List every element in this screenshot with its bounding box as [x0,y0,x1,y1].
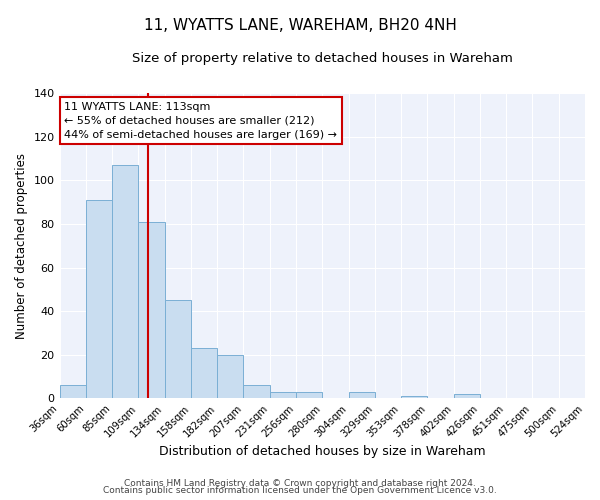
Bar [164,300,191,398]
X-axis label: Distribution of detached houses by size in Wareham: Distribution of detached houses by size … [159,444,485,458]
Bar [296,392,322,398]
Bar [401,396,427,398]
Bar [86,200,112,398]
Bar [454,394,480,398]
Bar [191,348,217,399]
Bar [217,355,244,399]
Bar [244,386,270,398]
Bar [112,165,139,398]
Text: 11 WYATTS LANE: 113sqm
← 55% of detached houses are smaller (212)
44% of semi-de: 11 WYATTS LANE: 113sqm ← 55% of detached… [64,102,337,140]
Bar [270,392,296,398]
Bar [349,392,375,398]
Y-axis label: Number of detached properties: Number of detached properties [15,153,28,339]
Text: Contains HM Land Registry data © Crown copyright and database right 2024.: Contains HM Land Registry data © Crown c… [124,478,476,488]
Text: Contains public sector information licensed under the Open Government Licence v3: Contains public sector information licen… [103,486,497,495]
Text: 11, WYATTS LANE, WAREHAM, BH20 4NH: 11, WYATTS LANE, WAREHAM, BH20 4NH [143,18,457,32]
Bar [139,222,164,398]
Bar [59,386,86,398]
Title: Size of property relative to detached houses in Wareham: Size of property relative to detached ho… [132,52,513,66]
